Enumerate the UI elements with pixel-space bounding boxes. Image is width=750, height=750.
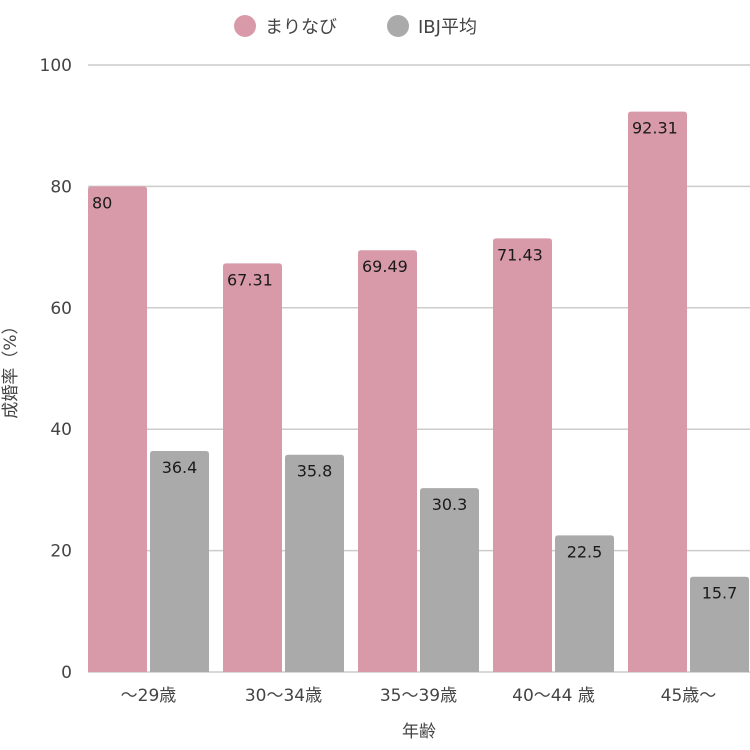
data-label: 35.8 [297,462,333,481]
data-label: 22.5 [567,542,603,561]
data-label: 92.31 [632,119,678,138]
y-tick-label: 0 [61,663,72,683]
bar-ibj-1 [285,454,344,672]
bar-ibj-0 [150,451,209,672]
data-label: 71.43 [497,245,543,264]
x-tick-label: 35～39歳 [380,686,457,706]
legend-label: まりなび [265,17,337,38]
bar-marinavi-2 [358,250,417,673]
data-label: 69.49 [362,257,408,276]
data-label: 30.3 [432,495,468,514]
bar-marinavi-3 [493,238,552,672]
legend: まりなび IBJ平均 [234,15,477,38]
legend-swatch [234,15,256,37]
y-tick-label: 40 [50,420,72,440]
y-tick-label: 20 [50,542,72,562]
x-tick-label: 40～44 歳 [512,686,595,706]
x-tick-label: ～29歳 [121,686,177,706]
x-axis-title: 年齢 [402,722,436,742]
data-label: 67.31 [227,270,273,289]
bar-ibj-2 [420,488,479,672]
bar-ibj-4 [690,576,749,672]
x-axis-ticks: ～29歳 30～34歳 35～39歳 40～44 歳 45歳～ [121,686,717,706]
bars: 80 36.4 67.31 35.8 69.49 30.3 71.43 22.5 92.31 15… [88,111,749,673]
y-tick-label: 60 [50,299,72,319]
bar-ibj-3 [555,535,614,672]
legend-label: IBJ平均 [418,17,477,38]
legend-swatch [387,15,409,37]
data-label: 15.7 [702,584,738,603]
y-tick-label: 100 [40,56,72,76]
bar-marinavi-1 [223,263,282,672]
bar-marinavi-0 [88,186,147,672]
x-tick-label: 45歳～ [661,686,717,706]
data-label: 36.4 [162,458,198,477]
y-tick-label: 80 [50,177,72,197]
bar-marinavi-4 [628,111,687,673]
data-label: 80 [92,193,112,212]
y-axis-ticks: 0 20 40 60 80 100 [40,56,72,683]
y-axis-title: 成婚率（%） [1,317,21,418]
x-tick-label: 30～34歳 [245,686,322,706]
